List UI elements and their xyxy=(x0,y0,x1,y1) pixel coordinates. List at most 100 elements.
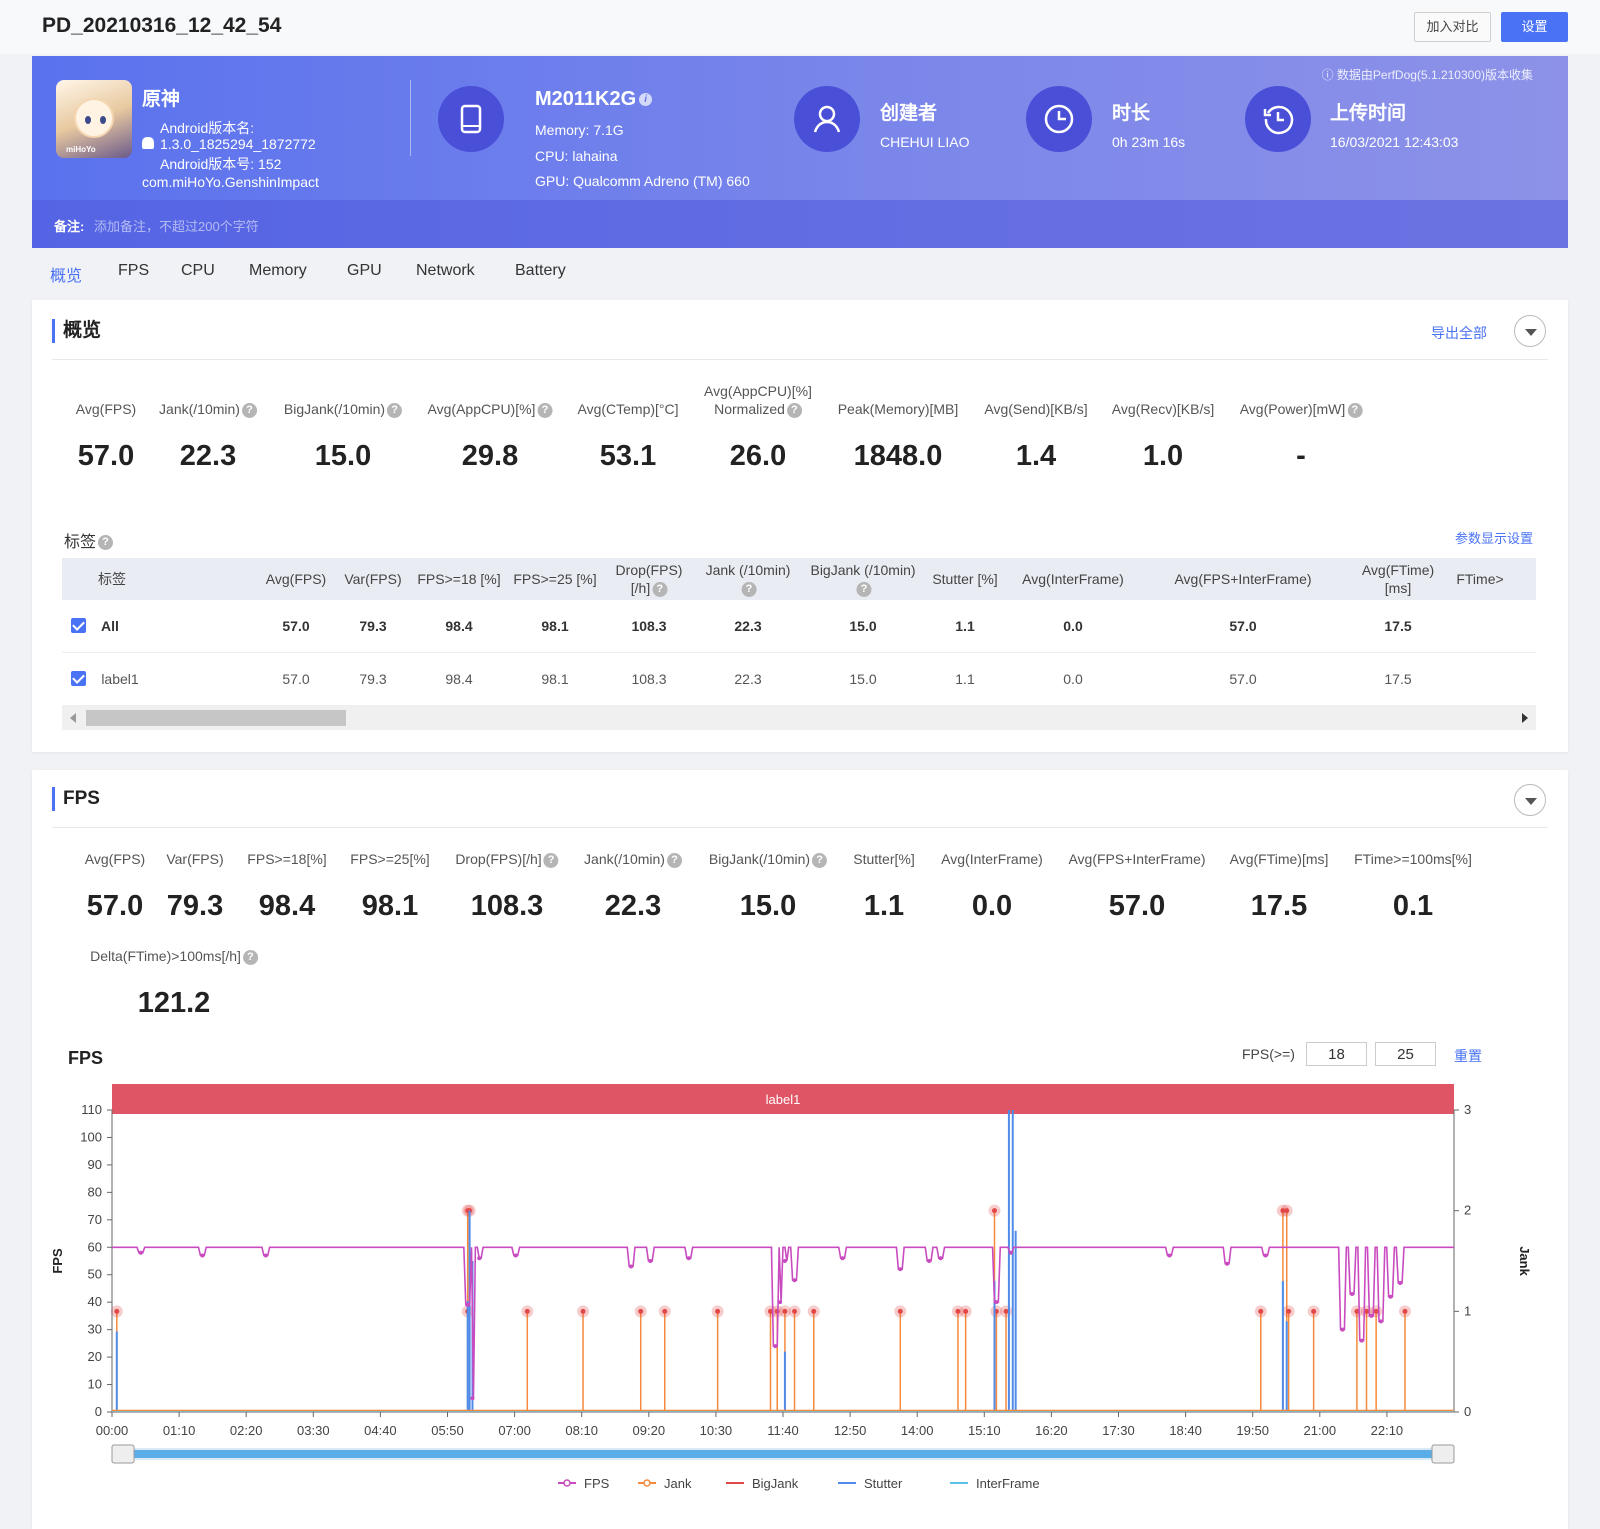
help-icon[interactable]: ? xyxy=(741,581,757,597)
y2-tick-label: 2 xyxy=(1464,1203,1471,1218)
tab-gpu[interactable]: GPU xyxy=(347,262,382,279)
collapse-button[interactable] xyxy=(1514,784,1546,816)
scroll-left-icon[interactable] xyxy=(70,713,76,723)
scroll-thumb[interactable] xyxy=(86,710,346,726)
reset-link[interactable]: 重置 xyxy=(1454,1048,1482,1064)
column-header[interactable]: Avg(FTime) [ms] xyxy=(1361,562,1435,596)
fps-point xyxy=(1388,1294,1393,1299)
creator-label: 创建者 xyxy=(880,103,938,124)
fps-chart[interactable]: label1 0 10 20 30 40 50 60 70 80 90 100 110 0 1 2 3 00:00… xyxy=(32,1070,1568,1529)
tags-title: 标签? xyxy=(64,528,114,552)
column-header[interactable]: Avg(InterFrame) xyxy=(1022,571,1124,587)
fps-point xyxy=(782,1259,787,1263)
horizontal-scrollbar[interactable] xyxy=(62,706,1536,730)
table-row[interactable]: label1 57.0 79.3 98.4 98.1 108.3 22.3 15… xyxy=(62,653,1536,706)
tab-memory[interactable]: Memory xyxy=(249,262,307,279)
source-note: ⓘ 数据由PerfDog(5.1.210300)版本收集 xyxy=(1321,68,1533,82)
row-checkbox[interactable] xyxy=(71,671,86,686)
column-header[interactable]: Drop(FPS) [/h]? xyxy=(615,562,683,597)
tab-overview[interactable]: 概览 xyxy=(50,268,83,285)
bigjank-marker xyxy=(991,1208,997,1214)
y-tick-label: 0 xyxy=(95,1404,102,1419)
legend-label: BigJank xyxy=(752,1476,799,1491)
legend-marker xyxy=(563,1479,571,1487)
tab-cpu[interactable]: CPU xyxy=(181,262,215,279)
column-header[interactable]: Stutter [%] xyxy=(932,571,998,587)
help-icon[interactable]: ? xyxy=(786,402,802,418)
label-table: 标签 Avg(FPS) Var(FPS) FPS>=18 [%] FPS>=25… xyxy=(62,558,1536,733)
bigjank-marker xyxy=(467,1208,473,1214)
cell: 17.5 xyxy=(1384,671,1412,687)
x-tick-label: 11:40 xyxy=(767,1423,799,1438)
stat-fps25: FPS>=25[%] 98.1 xyxy=(350,851,430,922)
tab-battery[interactable]: Battery xyxy=(515,262,566,279)
export-all-link[interactable]: 导出全部 xyxy=(1431,325,1487,341)
cell: 57.0 xyxy=(282,671,310,687)
param-settings-link[interactable]: 参数显示设置 xyxy=(1455,531,1534,546)
help-icon[interactable]: ? xyxy=(666,852,682,868)
tab-fps[interactable]: FPS xyxy=(118,262,150,279)
column-header[interactable]: Avg(FPS+InterFrame) xyxy=(1174,571,1312,587)
help-icon[interactable]: ? xyxy=(241,402,257,418)
note-input[interactable]: 添加备注，不超过200个字符 xyxy=(94,219,259,234)
fps-threshold-2-input[interactable] xyxy=(1375,1042,1436,1066)
info-icon[interactable]: i xyxy=(639,93,653,107)
row-checkbox[interactable] xyxy=(71,618,86,633)
column-header[interactable]: FTime> xyxy=(1456,571,1504,587)
range-slider-fill xyxy=(120,1450,1446,1458)
collapse-button[interactable] xyxy=(1514,315,1546,347)
legend-label: InterFrame xyxy=(976,1476,1040,1491)
help-icon[interactable]: ? xyxy=(387,402,403,418)
bigjank-marker xyxy=(1258,1308,1264,1314)
stat-avg-recv: Avg(Recv)[KB/s] 1.0 xyxy=(1111,401,1215,472)
column-header[interactable]: Jank (/10min)? xyxy=(705,562,791,597)
help-icon[interactable]: ? xyxy=(543,852,559,868)
x-tick-label: 12:50 xyxy=(834,1423,867,1438)
cell: 22.3 xyxy=(734,671,762,687)
version-name: 1.3.0_1825294_1872772 xyxy=(160,136,316,152)
bigjank-marker xyxy=(715,1308,721,1314)
scroll-right-icon[interactable] xyxy=(1522,713,1528,723)
y-tick-label: 40 xyxy=(88,1294,102,1309)
legend-label: Stutter xyxy=(864,1476,903,1491)
y-tick-label: 70 xyxy=(88,1212,102,1227)
stat-jank: Jank(/10min)? 22.3 xyxy=(584,850,682,923)
x-tick-label: 05:50 xyxy=(431,1423,464,1438)
settings-button[interactable]: 设置 xyxy=(1501,12,1568,42)
help-icon[interactable]: ? xyxy=(1347,402,1363,418)
help-icon[interactable]: ? xyxy=(652,581,668,597)
threshold-label: FPS(>=) xyxy=(1242,1046,1295,1062)
help-icon[interactable]: ? xyxy=(537,402,553,418)
stat-appcpu-normalized: Avg(AppCPU)[%] Normalized? 26.0 xyxy=(704,383,812,472)
stat-fps18: FPS>=18[%] 98.4 xyxy=(247,851,327,922)
help-icon[interactable]: ? xyxy=(856,581,872,597)
column-header[interactable]: BigJank (/10min)? xyxy=(810,562,916,597)
column-header[interactable]: FPS>=25 [%] xyxy=(513,571,597,587)
fps-point xyxy=(686,1256,691,1261)
column-header[interactable]: Avg(FPS) xyxy=(265,571,327,587)
fps-point xyxy=(1167,1253,1172,1258)
stat-avg-send: Avg(Send)[KB/s] 1.4 xyxy=(984,401,1088,472)
chart-title: FPS xyxy=(68,1048,104,1068)
help-icon[interactable]: ? xyxy=(98,535,114,551)
cell: 17.5 xyxy=(1384,618,1412,634)
x-tick-label: 08:10 xyxy=(565,1423,598,1438)
bigjank-marker xyxy=(963,1308,969,1314)
add-compare-button[interactable]: 加入对比 xyxy=(1414,12,1491,42)
column-header[interactable]: 标签 xyxy=(98,571,126,587)
y2-tick-label: 3 xyxy=(1464,1102,1471,1117)
cell: 98.1 xyxy=(541,671,569,687)
fps-point xyxy=(792,1278,797,1283)
bigjank-marker xyxy=(1284,1208,1290,1214)
x-tick-label: 21:00 xyxy=(1304,1423,1337,1438)
fps-threshold-1-input[interactable] xyxy=(1306,1042,1367,1066)
column-header[interactable]: FPS>=18 [%] xyxy=(417,571,501,587)
clock-icon xyxy=(1026,86,1092,152)
help-icon[interactable]: ? xyxy=(242,949,258,965)
table-row[interactable]: All 57.0 79.3 98.4 98.1 108.3 22.3 15.0 … xyxy=(62,600,1536,653)
help-icon[interactable]: ? xyxy=(812,852,828,868)
tab-network[interactable]: Network xyxy=(416,262,475,279)
column-header[interactable]: Var(FPS) xyxy=(344,571,402,587)
cell: 79.3 xyxy=(359,671,387,687)
stat-var-fps: Var(FPS) 79.3 xyxy=(166,851,224,922)
